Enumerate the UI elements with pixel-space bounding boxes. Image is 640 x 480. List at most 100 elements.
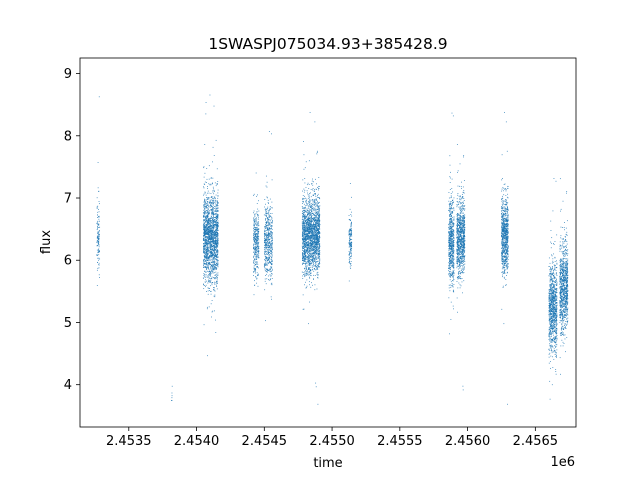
data-point [317,266,319,268]
data-point [308,237,310,239]
data-point [208,251,210,253]
data-point [208,268,210,270]
data-point [311,183,312,185]
data-point [305,221,307,223]
data-point [213,243,215,244]
data-point [308,268,310,270]
data-point [213,257,215,259]
data-point [210,227,211,229]
data-point [266,217,268,219]
data-point [256,240,258,242]
data-point [98,223,100,225]
data-point [317,246,318,248]
data-point [317,277,319,279]
data-point [304,234,306,235]
data-point [254,233,256,234]
data-point [306,264,308,266]
data-point [271,277,273,279]
data-point [310,235,312,237]
data-point [211,236,212,238]
data-point [207,238,209,239]
data-point [309,301,311,303]
data-point [270,255,272,257]
data-point [316,223,318,225]
data-point [255,213,257,215]
data-point [212,161,213,163]
data-point [303,201,304,203]
data-point [210,215,212,217]
data-point [314,265,316,267]
data-point [303,257,305,259]
data-point [310,221,311,222]
data-point [310,224,311,226]
data-point [319,233,320,234]
data-point [210,202,211,204]
data-point [213,290,215,291]
data-point [302,257,303,259]
data-point [267,221,269,223]
data-point [304,247,306,249]
data-point [206,237,208,238]
data-point [311,239,313,241]
data-point [317,240,319,242]
data-point [98,201,100,202]
data-point [303,243,305,245]
data-point [258,248,260,249]
data-point [204,233,206,235]
data-point [312,208,314,209]
data-point [267,242,269,244]
data-point [305,249,307,251]
data-point [314,229,316,230]
data-point [211,253,213,255]
data-point [318,211,319,213]
data-point [306,245,308,246]
data-point [270,236,272,237]
data-point [204,254,206,255]
data-point [210,237,212,239]
data-point [208,259,209,261]
data-point [269,241,271,243]
data-point [308,200,310,202]
data-point [304,231,305,233]
data-point [217,211,219,212]
data-point [314,249,316,250]
data-point [309,251,311,252]
data-point [208,227,210,229]
data-point [209,258,211,260]
data-point [204,219,206,221]
data-point [212,190,214,192]
data-point [215,265,217,266]
data-point [304,209,306,211]
data-point [209,252,211,253]
data-point [208,249,210,251]
data-point [317,224,319,226]
data-point [204,238,206,240]
data-point [253,224,255,226]
data-point [213,250,215,252]
data-point [203,227,205,229]
data-point [257,256,259,258]
data-point [265,256,266,257]
data-point [269,219,271,221]
data-point [256,234,258,235]
data-point [304,235,306,237]
data-point [205,240,207,241]
data-point [267,268,269,270]
data-point [213,217,215,218]
data-point [271,242,273,244]
data-point [205,225,207,227]
data-point [268,209,270,211]
data-point [213,295,215,297]
data-point [349,236,350,238]
data-point [317,230,319,232]
data-point [301,222,303,224]
data-point [313,252,315,254]
data-point [206,355,208,357]
data-point [203,252,205,254]
data-point [265,243,266,245]
data-point [317,219,319,221]
data-point [318,248,320,250]
data-point [212,269,214,271]
data-point [314,258,316,260]
data-point [214,210,216,212]
